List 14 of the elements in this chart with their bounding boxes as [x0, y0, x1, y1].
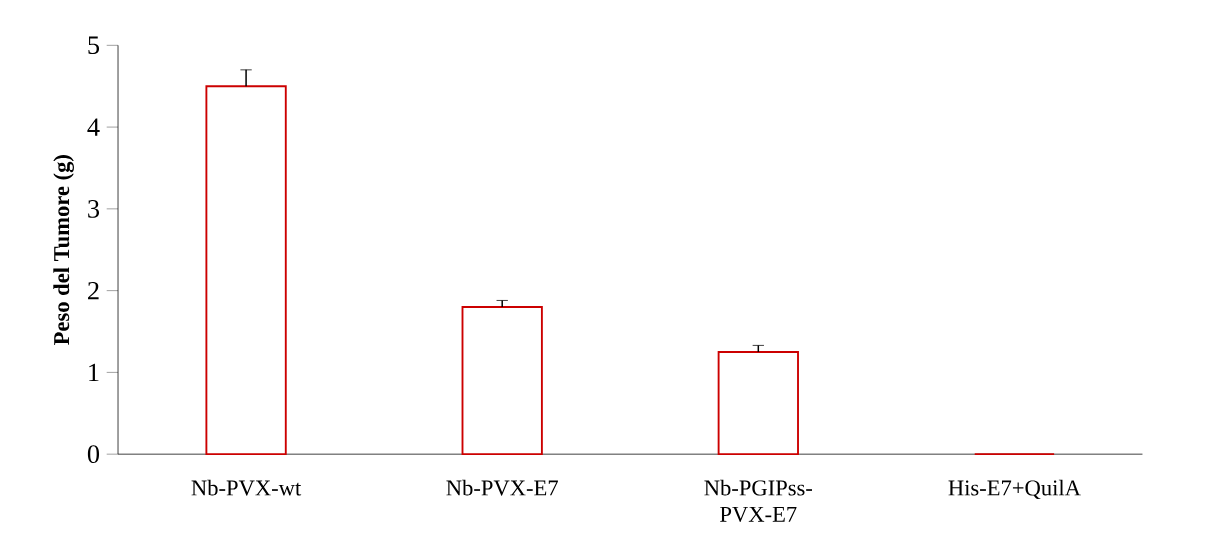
x-tick-label: Nb-PGIPss-PVX-E7: [704, 479, 813, 523]
bar: [205, 85, 287, 456]
bar: [461, 306, 543, 456]
y-axis-title: Peso del Tumore (g): [53, 155, 74, 346]
x-tick-label: Nb-PVX-E7: [446, 479, 558, 496]
y-tick-label: 0: [87, 445, 100, 464]
x-tick-label: His-E7+QuilA: [948, 479, 1081, 500]
x-tick-label: Nb-PVX-wt: [191, 479, 302, 496]
y-tick-label: 2: [88, 281, 99, 300]
y-tick-label: 3: [88, 200, 100, 218]
y-tick-label: 5: [88, 36, 100, 55]
y-tick-label: 4: [87, 118, 100, 136]
bar: [717, 351, 799, 456]
y-tick-label: 1: [89, 363, 99, 382]
